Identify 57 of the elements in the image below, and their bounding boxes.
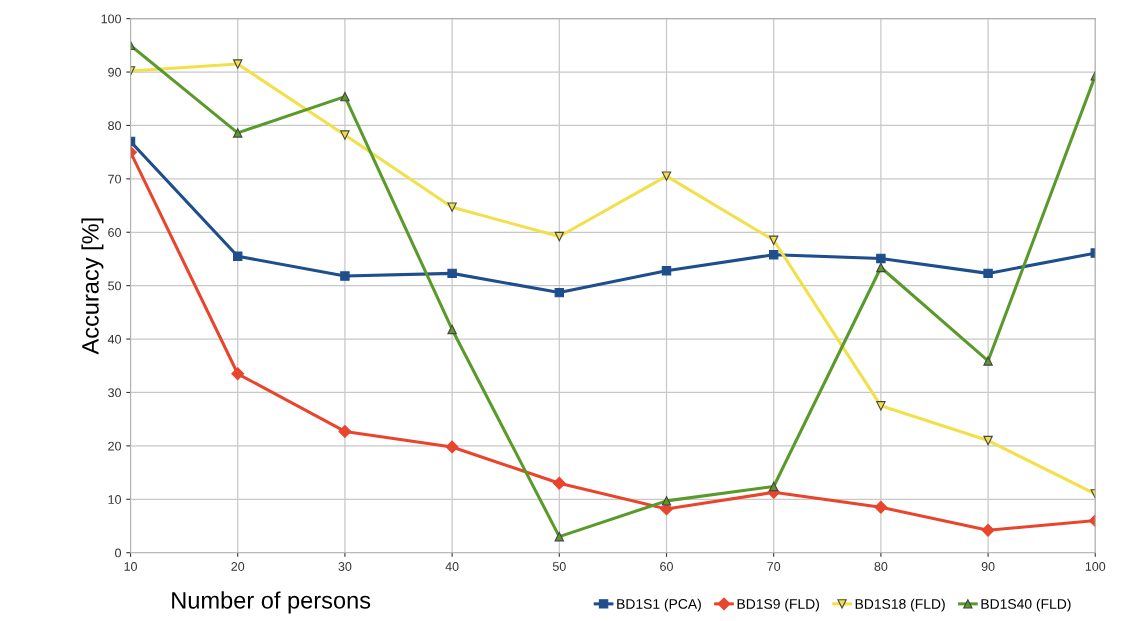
- legend-label: BD1S18 (FLD): [855, 598, 945, 612]
- x-tick-label: 20: [231, 562, 245, 571]
- x-tick-label: 30: [338, 562, 352, 571]
- x-tick-label: 10: [124, 562, 137, 571]
- y-axis-title: Accuracy [%]: [81, 218, 104, 355]
- y-tick-label: 60: [108, 228, 122, 237]
- x-tick-label: 90: [981, 562, 995, 571]
- legend-label: BD1S40 (FLD): [981, 598, 1071, 612]
- legend-label: BD1S1 (PCA): [617, 598, 701, 612]
- point: [661, 265, 672, 276]
- point: [232, 251, 243, 262]
- point: [340, 91, 350, 102]
- x-axis-title: Number of persons: [172, 591, 371, 614]
- point: [768, 235, 779, 245]
- point: [983, 435, 993, 446]
- point: [554, 231, 565, 242]
- point: [340, 130, 350, 140]
- y-tick-label: 0: [115, 548, 122, 558]
- point: [552, 476, 566, 490]
- y-tick-label: 100: [101, 14, 122, 24]
- point: [447, 324, 457, 335]
- point: [983, 356, 993, 366]
- x-tick-label: 70: [767, 562, 781, 571]
- point: [876, 262, 886, 273]
- point: [445, 440, 459, 454]
- point: [232, 128, 243, 138]
- point: [231, 367, 245, 381]
- y-tick-label: 70: [108, 174, 122, 184]
- point: [983, 268, 993, 279]
- x-tick-label: 40: [445, 562, 459, 571]
- point: [447, 202, 457, 212]
- point: [661, 171, 672, 181]
- point: [554, 531, 565, 542]
- y-tick-label: 10: [108, 495, 122, 504]
- point: [876, 401, 886, 411]
- point: [768, 481, 779, 492]
- point: [876, 253, 886, 264]
- x-tick-label: 50: [552, 562, 566, 571]
- point: [447, 268, 457, 279]
- point: [554, 287, 565, 298]
- point: [340, 271, 350, 281]
- y-tick-label: 80: [108, 121, 122, 131]
- y-tick-label: 20: [108, 441, 122, 451]
- point: [232, 59, 243, 69]
- point: [874, 500, 888, 514]
- y-tick-label: 50: [108, 281, 122, 291]
- y-tick-label: 30: [108, 388, 122, 398]
- x-tick-label: 80: [874, 562, 888, 571]
- x-tick-label: 60: [660, 562, 673, 571]
- y-tick-label: 90: [108, 67, 122, 77]
- point: [661, 496, 672, 506]
- y-tick-label: 40: [107, 334, 122, 344]
- legend-label: BD1S9 (FLD): [737, 598, 819, 612]
- point: [981, 523, 995, 537]
- x-tick-label: 100: [1085, 562, 1106, 571]
- point: [338, 425, 352, 438]
- point: [768, 249, 779, 260]
